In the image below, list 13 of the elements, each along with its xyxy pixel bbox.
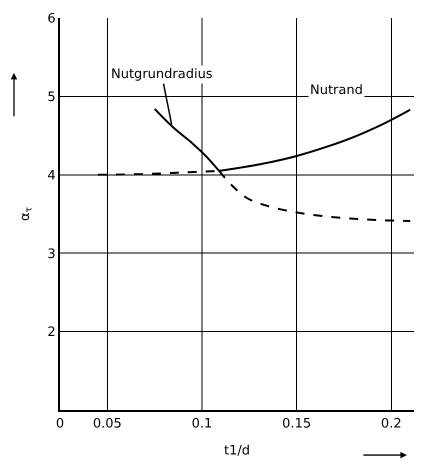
x-tick-label: 0.15	[282, 416, 312, 432]
annotation: Nutgrundradius	[111, 67, 213, 82]
x-tick-label: 0.05	[92, 416, 122, 432]
x-tick-label: 0	[56, 416, 64, 432]
x-tick-label: 0.2	[380, 416, 402, 432]
y-tick-label: 3	[47, 246, 56, 262]
y-tick-label: 5	[47, 90, 56, 105]
y-tick-label: 6	[47, 12, 56, 27]
x-tick-label: 0.1	[192, 416, 212, 432]
y-tick-label: 4	[47, 168, 56, 184]
annotation: Nutrand	[310, 83, 363, 98]
y-tick-label: 2	[47, 325, 56, 340]
x-axis-title: t1/d	[224, 443, 250, 458]
